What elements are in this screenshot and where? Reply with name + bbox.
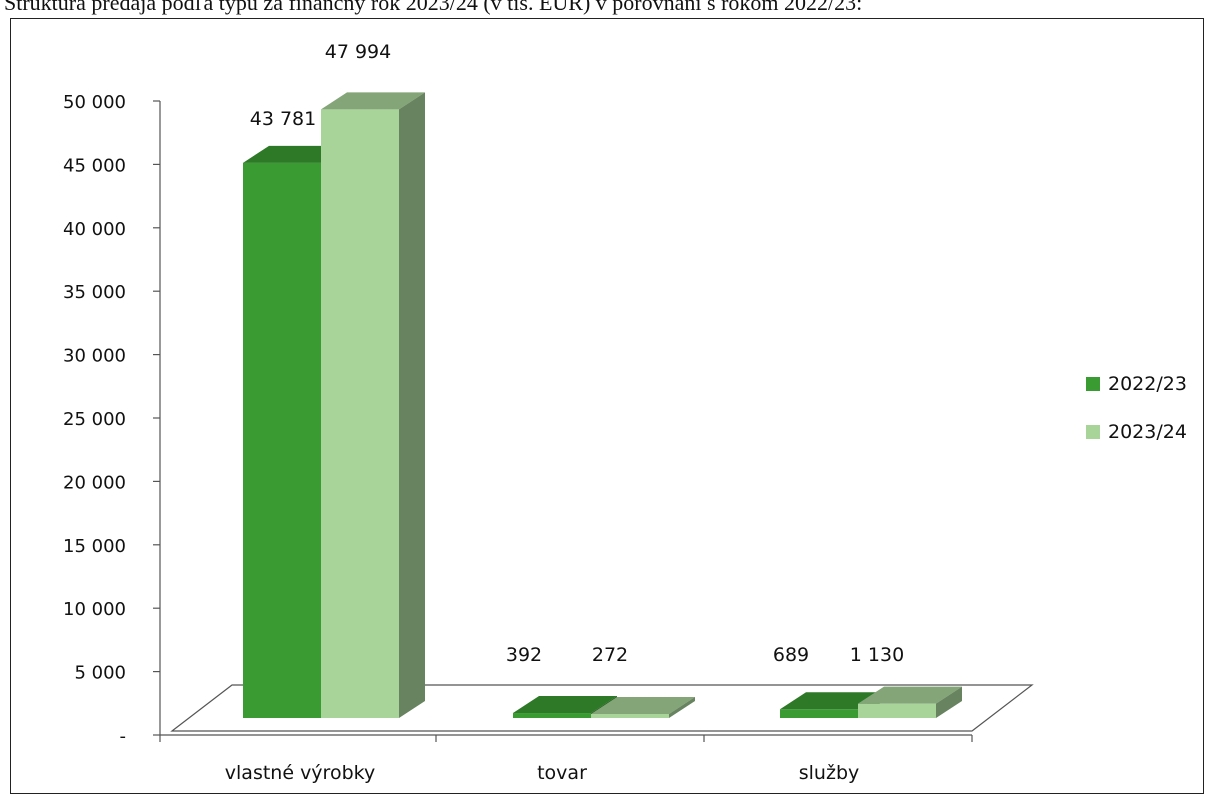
bar-tovar-2023-24-top [591, 697, 695, 714]
chart-caption: Štruktúra predaja podľa typu za finančný… [4, 0, 863, 15]
bars [243, 92, 962, 718]
y-tick-label: 30 000 [63, 346, 126, 367]
data-labels: 43 781 47 994 392 272 689 1 130 [250, 41, 904, 666]
y-tick-label: 25 000 [63, 409, 126, 430]
bar-vlastne-vyrobky-2023-24-top [321, 92, 425, 110]
y-tick-label: 35 000 [63, 282, 126, 303]
data-label-sluzby-2023-24: 1 130 [850, 644, 904, 666]
bar-sluzby-2022-23-front [780, 709, 858, 718]
y-tick-label: 10 000 [63, 599, 126, 620]
y-tick-label: 40 000 [63, 219, 126, 240]
bar-vlastne-vyrobky-2023-24-side [399, 92, 425, 718]
legend-swatch-2022-23 [1086, 377, 1100, 391]
bar-tovar-2023-24-front [591, 714, 669, 718]
legend-item-2023-24: 2023/24 [1086, 420, 1187, 444]
legend-swatch-2023-24 [1086, 425, 1100, 439]
data-label-sluzby-2022-23: 689 [773, 644, 809, 666]
y-tick-label: - [120, 726, 127, 747]
legend-item-2022-23: 2022/23 [1086, 372, 1187, 396]
bar-tovar-2022-23-front [513, 713, 591, 718]
bar-sluzby-2023-24-side [936, 686, 962, 718]
bar-tovar-2022-23-top [513, 696, 617, 714]
bar-vlastne-vyrobky-2023-24-front [321, 109, 399, 718]
data-label-tovar-2022-23: 392 [506, 644, 542, 666]
y-tick-label: 50 000 [63, 92, 126, 113]
x-axis: vlastné výrobky tovar služby [225, 762, 859, 784]
category-label-tovar: tovar [537, 762, 587, 784]
y-tick-label: 20 000 [63, 472, 126, 493]
y-axis: - 5 000 10 000 15 000 20 000 25 000 30 000 35 0… [63, 92, 973, 747]
y-tick-label: 15 000 [63, 536, 126, 557]
category-label-sluzby: služby [799, 762, 860, 784]
bar-tovar-2023-24-side [669, 697, 695, 718]
chart-frame [10, 18, 1204, 794]
y-tick-label: 5 000 [74, 663, 126, 684]
bar-sluzby-2023-24-top [858, 686, 962, 704]
data-label-vlastne-vyrobky-2022-23: 43 781 [250, 108, 316, 130]
bar-sluzby-2023-24-front [858, 703, 936, 718]
legend-label-2022-23: 2022/23 [1108, 373, 1187, 395]
legend-label-2023-24: 2023/24 [1108, 421, 1187, 443]
data-label-vlastne-vyrobky-2023-24: 47 994 [325, 41, 391, 63]
y-tick-label: 45 000 [63, 155, 126, 176]
category-label-vlastne-vyrobky: vlastné výrobky [225, 762, 375, 784]
bar-vlastne-vyrobky-2022-23-front [243, 162, 321, 718]
data-label-tovar-2023-24: 272 [592, 644, 628, 666]
